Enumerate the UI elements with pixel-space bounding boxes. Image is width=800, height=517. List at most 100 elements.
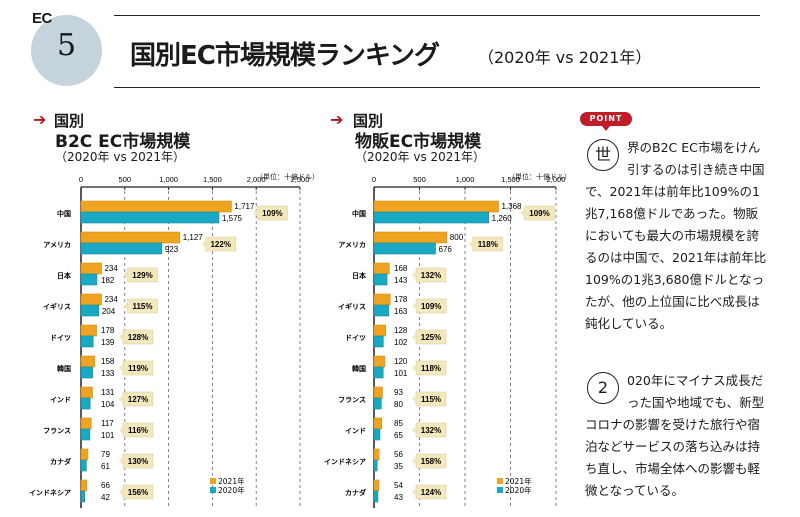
bar-2020 <box>373 304 390 317</box>
category-label: 韓国 <box>352 364 366 373</box>
value-label-2020: 104 <box>101 400 115 409</box>
x-tick-label: 500 <box>413 175 426 184</box>
growth-label: 109% <box>262 209 282 218</box>
bar-2020 <box>80 211 220 224</box>
x-tick-label: 500 <box>119 175 132 184</box>
bar-2021 <box>80 231 181 244</box>
bar-2021 <box>373 200 499 213</box>
bar-2021 <box>373 293 391 306</box>
value-label-2021: 1,127 <box>183 233 204 242</box>
callout-pointer <box>253 209 258 217</box>
category-label: フランス <box>43 427 71 435</box>
bar-2020 <box>80 366 93 379</box>
category-label: ドイツ <box>50 334 71 342</box>
value-label-2021: 54 <box>394 481 403 490</box>
x-tick-label: 1,000 <box>159 175 178 184</box>
section-number-badge <box>31 15 102 86</box>
bar-2020 <box>80 490 85 503</box>
x-tick-label: 1,500 <box>501 175 520 184</box>
category-label: インドネシア <box>324 458 366 466</box>
value-label-2020: 35 <box>394 462 403 471</box>
callout-pointer <box>119 426 123 434</box>
growth-label: 115% <box>132 302 152 311</box>
bar-2021 <box>373 231 448 244</box>
bar-2020 <box>80 397 91 410</box>
value-label-2020: 1,260 <box>492 214 513 223</box>
callout-pointer <box>520 209 525 217</box>
growth-label: 127% <box>128 395 148 404</box>
legend-swatch-2020 <box>497 487 503 493</box>
callout-pointer <box>119 395 123 403</box>
callout-pointer <box>412 395 416 403</box>
badge-number: 5 <box>56 28 77 63</box>
growth-label: 132% <box>421 271 441 280</box>
bar-2021 <box>80 386 93 399</box>
bar-2020 <box>80 335 94 348</box>
callout-pointer <box>119 333 123 341</box>
category-label: カナダ <box>345 488 366 497</box>
badge-label: EC <box>32 10 52 27</box>
value-label-2020: 1,575 <box>222 214 243 223</box>
growth-label: 118% <box>478 240 498 249</box>
legend-label-2020: 2020年 <box>505 485 532 495</box>
bar-2021 <box>80 417 92 430</box>
category-label: 韓国 <box>57 364 71 373</box>
x-tick-label: 1,500 <box>203 175 222 184</box>
bottom-rule <box>114 87 760 88</box>
bar-2020 <box>373 211 489 224</box>
value-label-2021: 158 <box>101 357 115 366</box>
point-text-2: 020年にマイナス成長だった国や地域でも、新型コロナの影響を受けた旅行や宿泊など… <box>585 373 765 498</box>
value-label-2021: 178 <box>394 295 408 304</box>
callout-pointer <box>119 457 123 465</box>
bar-2020 <box>373 459 378 472</box>
arrow-icon: ➔ <box>330 110 344 129</box>
category-label: 日本 <box>57 271 71 280</box>
growth-label: 132% <box>421 426 441 435</box>
x-tick-label: 2,500 <box>291 175 310 184</box>
callout-pointer <box>412 488 416 496</box>
chart1-title: B2C EC市場規模 <box>55 132 191 152</box>
bar-2020 <box>373 242 436 255</box>
point-paragraph-1: 世 界のB2C EC市場をけん引するのは引き続き中国で、2021年は前年比109… <box>585 137 770 335</box>
value-label-2020: 102 <box>394 338 408 347</box>
value-label-2020: 182 <box>101 276 115 285</box>
bar-2021 <box>80 479 88 492</box>
bar-2021 <box>80 262 102 275</box>
category-label: インド <box>345 427 366 435</box>
chart1-unit: （単位：十億ドル） <box>256 173 319 181</box>
value-label-2021: 56 <box>394 450 403 459</box>
value-label-2021: 131 <box>101 388 115 397</box>
value-label-2021: 117 <box>101 419 114 428</box>
callout-pointer <box>412 302 417 310</box>
value-label-2021: 234 <box>104 295 118 304</box>
growth-label: 109% <box>421 302 441 311</box>
category-label: 中国 <box>352 209 366 218</box>
legend-swatch-2020 <box>210 487 216 493</box>
value-label-2020: 676 <box>439 245 453 254</box>
growth-label: 116% <box>128 426 148 435</box>
bar-2021 <box>80 200 232 213</box>
value-label-2020: 101 <box>101 431 115 440</box>
chart2-title: 物販EC市場規模 <box>355 132 482 152</box>
bar-2021 <box>80 293 102 306</box>
growth-label: 128% <box>128 333 148 342</box>
callout-pointer <box>119 488 123 496</box>
category-label: インド <box>50 396 71 404</box>
value-label-2020: 923 <box>165 245 179 254</box>
callout-pointer <box>412 457 416 465</box>
category-label: アメリカ <box>43 241 71 249</box>
callout-pointer <box>123 302 128 310</box>
category-label: イギリス <box>43 302 71 311</box>
growth-label: 122% <box>210 240 230 249</box>
arrow-icon: ➔ <box>33 110 47 129</box>
category-label: インドネシア <box>29 489 71 497</box>
bar-2021 <box>80 324 97 337</box>
callout-pointer <box>468 240 473 248</box>
bar-2020 <box>373 366 384 379</box>
value-label-2020: 133 <box>101 369 115 378</box>
value-label-2021: 120 <box>394 357 408 366</box>
value-label-2021: 168 <box>394 264 408 273</box>
page-title: 国別EC市場規模ランキング <box>130 41 440 71</box>
growth-label: 118% <box>421 364 441 373</box>
